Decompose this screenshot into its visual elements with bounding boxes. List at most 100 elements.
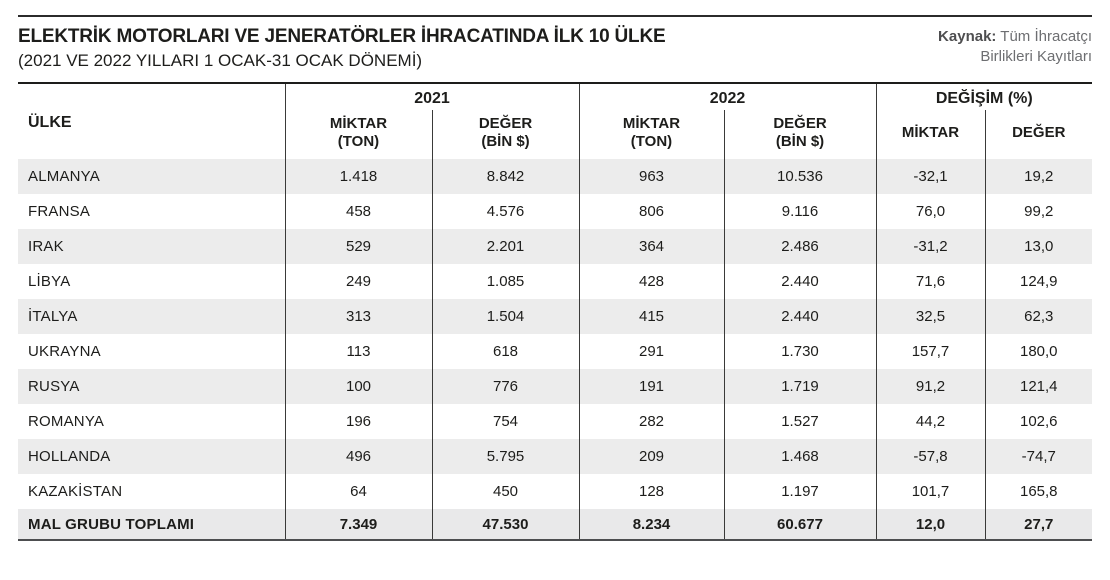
source-text-1: Tüm İhracatçı [996,28,1092,45]
value-cell: 209 [578,439,724,474]
country-cell: LİBYA [28,273,71,290]
value-cell: 1.730 [723,334,876,369]
column-header-country: ÜLKE [28,114,72,131]
value-cell: 8.234 [578,509,724,540]
group-header-row: ÜLKE 2021 2022 DEĞİŞİM (%) [18,83,1093,131]
table-row: IRAK 529 2.201 364 2.486 -31,2 13,0 [18,229,1093,264]
value-cell: 62,3 [984,299,1093,334]
subheader-line: MİKTAR [622,114,681,132]
value-cell: 458 [284,194,432,229]
country-cell: ALMANYA [28,168,100,185]
country-cell: RUSYA [28,378,80,395]
title-block: ELEKTRİK MOTORLARI VE JENERATÖRLER İHRAC… [18,26,666,71]
value-cell: 191 [578,369,724,404]
value-cell: 963 [578,159,724,194]
table-head: ÜLKE 2021 2022 DEĞİŞİM (%) MİKTAR (TON) … [18,83,1093,159]
value-cell: 101,7 [875,474,985,509]
value-cell: 10.536 [723,159,876,194]
table-row: KAZAKİSTAN 64 450 128 1.197 101,7 165,8 [18,474,1093,509]
table-row: ALMANYA 1.418 8.842 963 10.536 -32,1 19,2 [18,159,1093,194]
country-cell: IRAK [28,238,64,255]
value-cell: 9.116 [723,194,876,229]
country-cell: HOLLANDA [28,448,111,465]
source-text-2: Birlikleri Kayıtları [980,48,1092,65]
table-row: UKRAYNA 113 618 291 1.730 157,7 180,0 [18,334,1093,369]
value-cell: 754 [431,404,579,439]
table-row: İTALYA 313 1.504 415 2.440 32,5 62,3 [18,299,1093,334]
value-cell: 2.486 [723,229,876,264]
column-subheader-2022-amount: MİKTAR (TON) [578,110,724,159]
source-note: Kaynak: Tüm İhracatçı Birlikleri Kayıtla… [938,26,1092,67]
value-cell: 313 [284,299,432,334]
subheader-line: MİKTAR [329,114,388,132]
value-cell: 47.530 [431,509,579,540]
value-cell: 2.440 [723,299,876,334]
subheader-line: (BİN $) [481,132,530,150]
table-row: FRANSA 458 4.576 806 9.116 76,0 99,2 [18,194,1093,229]
value-cell: 121,4 [984,369,1093,404]
value-cell: 1.085 [431,264,579,299]
top-divider-rule [18,15,1092,17]
sub-header-row: MİKTAR (TON) DEĞER (BİN $) MİKTAR (TON) … [18,110,1093,159]
value-cell: 91,2 [875,369,985,404]
value-cell: 450 [431,474,579,509]
country-cell: UKRAYNA [28,343,101,360]
value-cell: 44,2 [875,404,985,439]
column-group-2022: 2022 [578,83,876,110]
source-line-1: Kaynak: Tüm İhracatçı [938,27,1092,47]
value-cell: 76,0 [875,194,985,229]
country-cell: ROMANYA [28,413,105,430]
value-cell: 128 [578,474,724,509]
country-cell: KAZAKİSTAN [28,483,123,500]
subheader-line: DEĞER [478,114,533,132]
value-cell: 249 [284,264,432,299]
value-cell: 27,7 [984,509,1093,540]
subheader-line: (BİN $) [775,132,825,150]
value-cell: 157,7 [875,334,985,369]
column-subheader-change-value: DEĞER [984,110,1093,159]
table-body: ALMANYA 1.418 8.842 963 10.536 -32,1 19,2 FRANS… [18,159,1093,540]
subheader-line: (TON) [337,132,380,150]
page-title: ELEKTRİK MOTORLARI VE JENERATÖRLER İHRAC… [18,26,666,47]
value-cell: 165,8 [984,474,1093,509]
value-cell: 1.418 [284,159,432,194]
value-cell: 32,5 [875,299,985,334]
value-cell: 428 [578,264,724,299]
value-cell: 776 [431,369,579,404]
value-cell: 12,0 [875,509,985,540]
value-cell: 180,0 [984,334,1093,369]
value-cell: 618 [431,334,579,369]
value-cell: 60.677 [723,509,876,540]
value-cell: 1.504 [431,299,579,334]
column-subheader-change-amount: MİKTAR [875,110,985,159]
column-group-change: DEĞİŞİM (%) [875,83,1093,110]
subheader-line: (TON) [630,132,673,150]
subheader-line: MİKTAR [901,123,960,141]
value-cell: 529 [284,229,432,264]
value-cell: 1.197 [723,474,876,509]
value-cell: 806 [578,194,724,229]
column-subheader-2021-value: DEĞER (BİN $) [431,110,579,159]
subheader-line: DEĞER [773,114,827,132]
column-group-2021: 2021 [284,83,579,110]
value-cell: 5.795 [431,439,579,474]
value-cell: 7.349 [284,509,432,540]
header: ELEKTRİK MOTORLARI VE JENERATÖRLER İHRAC… [18,26,1092,71]
country-cell: İTALYA [28,308,78,325]
page-subtitle: (2021 VE 2022 YILLARI 1 OCAK-31 OCAK DÖN… [18,51,423,70]
column-subheader-2022-value: DEĞER (BİN $) [723,110,876,159]
value-cell: 1.468 [723,439,876,474]
subheader-line: DEĞER [1012,123,1066,141]
value-cell: 282 [578,404,724,439]
value-cell: -74,7 [984,439,1093,474]
country-cell: MAL GRUBU TOPLAMI [28,515,195,533]
value-cell: 2.201 [431,229,579,264]
value-cell: 100 [284,369,432,404]
infographic-page: ELEKTRİK MOTORLARI VE JENERATÖRLER İHRAC… [0,15,1110,541]
value-cell: 291 [578,334,724,369]
value-cell: 1.719 [723,369,876,404]
value-cell: 113 [284,334,432,369]
value-cell: 99,2 [984,194,1093,229]
value-cell: -57,8 [875,439,985,474]
value-cell: 2.440 [723,264,876,299]
